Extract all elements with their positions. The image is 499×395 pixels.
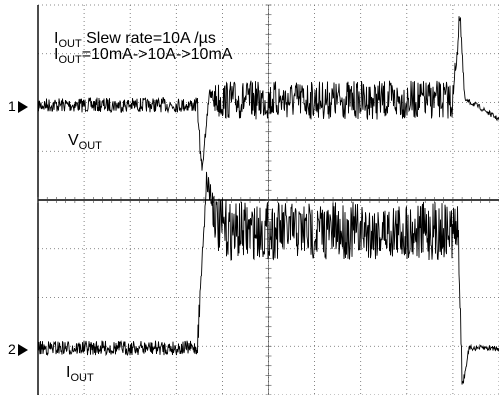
trace-channel-1 — [37, 16, 499, 171]
waveform-channel-1 — [37, 16, 499, 171]
channel-1-marker: 1 — [8, 99, 28, 114]
channel-2-arrow-icon — [17, 344, 28, 357]
graticule — [37, 4, 499, 395]
channel-2-label: IOUT — [66, 364, 94, 385]
trace-channel-2 — [37, 171, 499, 385]
channel-1-label: VOUT — [68, 132, 102, 153]
traces — [37, 16, 499, 385]
channel-1-arrow-icon — [17, 101, 28, 114]
annotation-line-1: IOUT Slew rate=10A /µs — [54, 30, 216, 51]
channel-2-marker: 2 — [8, 342, 28, 357]
waveform-channel-2 — [37, 171, 499, 385]
annotation-line-2: IOUT=10mA->10A->10mA — [54, 46, 233, 67]
